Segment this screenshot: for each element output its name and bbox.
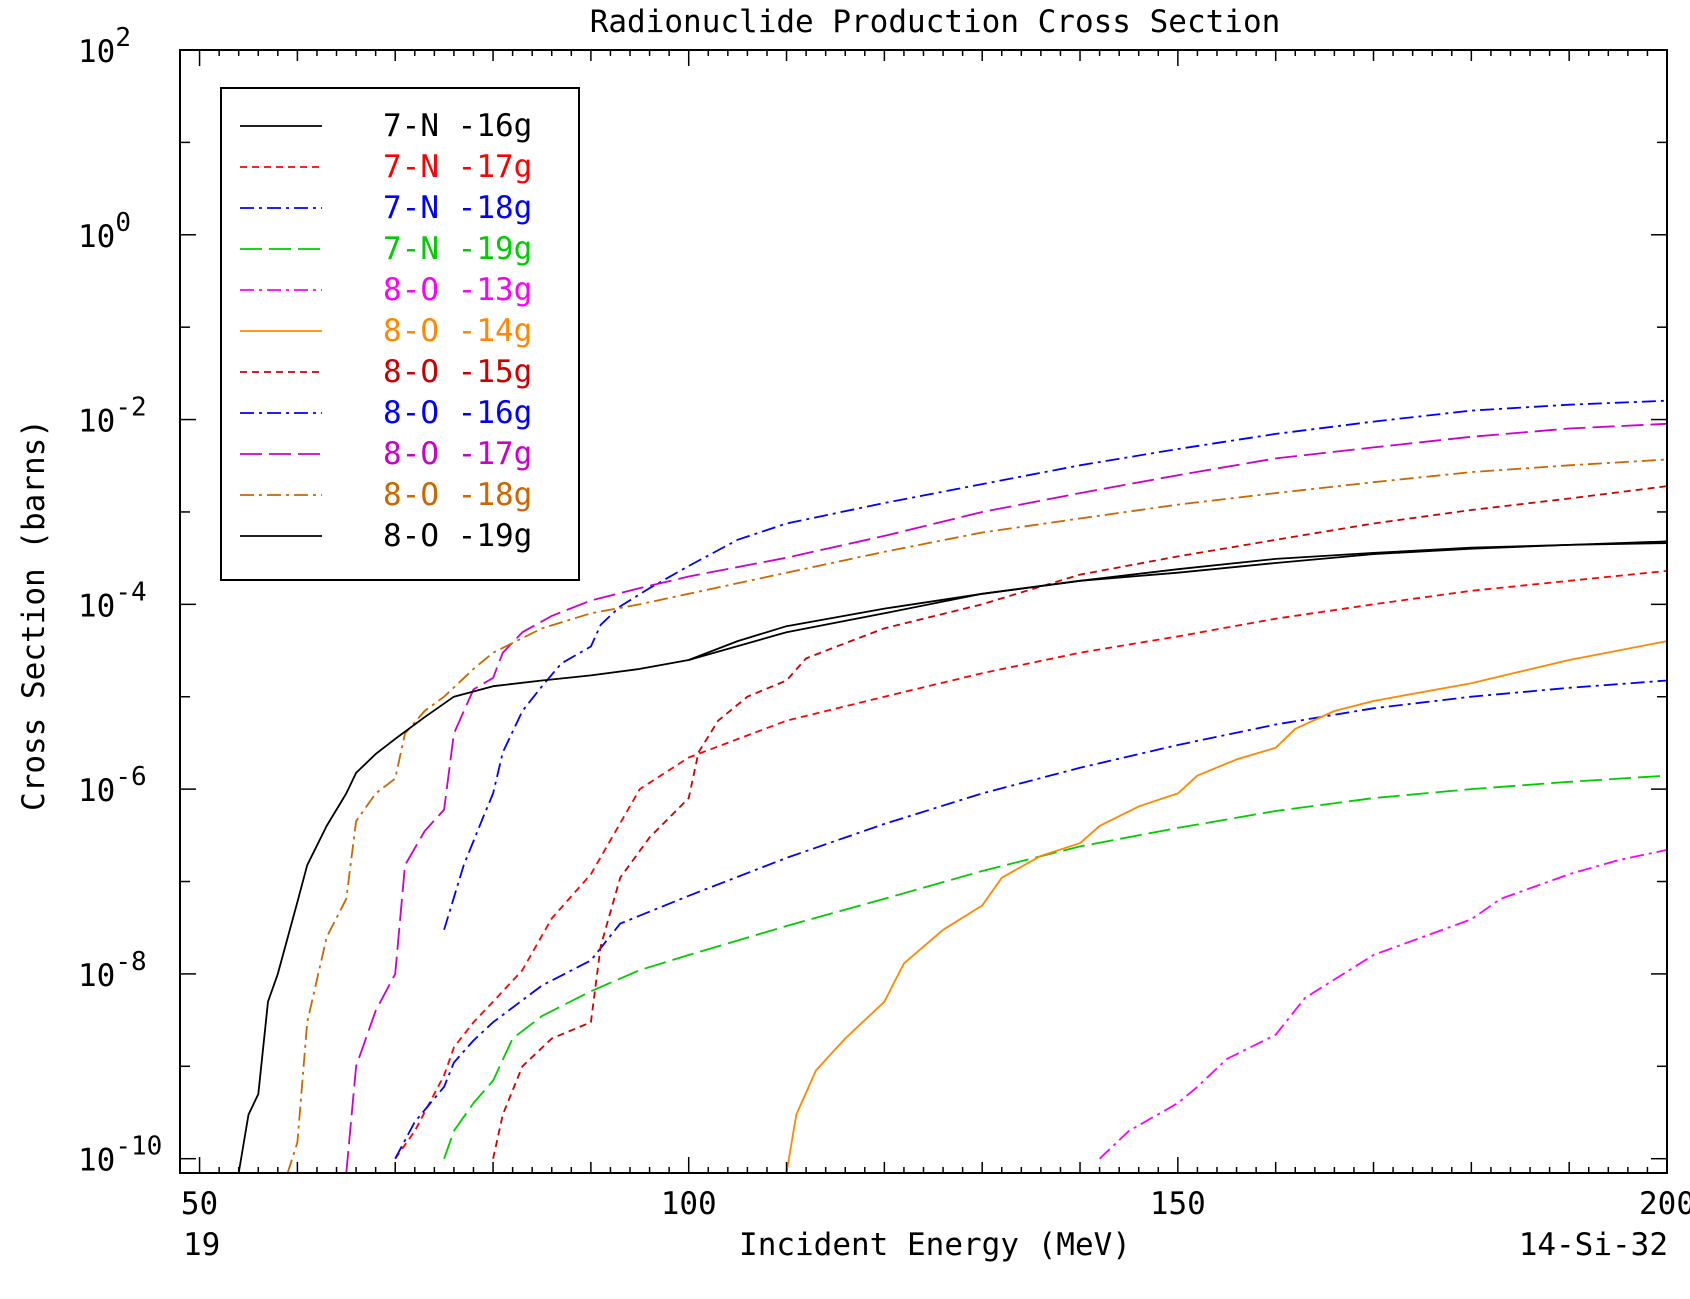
legend-box [220,87,580,581]
series-line-5 [785,640,1668,1174]
y-tick-label: 10-4 [78,577,147,624]
y-tick-label: 100 [78,208,131,255]
series-line-4 [1098,849,1668,1160]
legend-label: 7-N -19g [383,231,532,267]
legend-label: 8-O -14g [383,313,532,349]
legend-label: 8-O -17g [383,436,532,472]
legend-label: 7-N -18g [383,190,532,226]
legend-label: 7-N -17g [383,149,532,185]
footer-right-label: 14-Si-32 [1519,1227,1668,1263]
legend-label: 8-O -13g [383,272,532,308]
legend-label: 8-O -18g [383,477,532,513]
x-tick-label: 100 [661,1186,717,1222]
series-line-9 [286,458,1668,1174]
series-line-0 [688,542,1668,661]
y-axis-label: Cross Section (barns) [16,419,52,811]
axis-tick-labels: 50 100 150 200 10-10 10-8 10-6 10-4 10-2 100 102 [78,23,1690,1222]
y-tick-label: 10-2 [78,393,147,440]
series-line-3 [443,774,1668,1159]
x-tick-label: 150 [1150,1186,1206,1222]
x-tick-label: 50 [181,1186,218,1222]
legend: 7-N -16g 7-N -17g 7-N -18g 7-N -19g 8-O -13g… [220,87,580,581]
y-tick-label: 10-6 [78,762,147,809]
y-tick-label: 10-10 [78,1132,162,1179]
ticks-layer [179,49,1668,1173]
series-line-6 [492,485,1668,1159]
chart-title: Radionuclide Production Cross Section [590,4,1281,40]
series-layer [237,399,1668,1174]
series-line-1 [394,570,1668,1160]
y-tick-label: 102 [78,23,131,70]
series-line-10 [237,540,1668,1174]
legend-label: 8-O -19g [383,518,532,554]
x-axis-label: Incident Energy (MeV) [739,1227,1131,1263]
legend-label: 8-O -16g [383,395,532,431]
x-tick-label: 200 [1639,1186,1690,1222]
series-line-8 [345,422,1668,1174]
series-line-7 [443,399,1668,931]
legend-label: 8-O -15g [383,354,532,390]
series-line-2 [394,679,1668,1160]
footer-left-label: 19 [183,1227,220,1263]
y-tick-label: 10-8 [78,947,147,994]
legend-label: 7-N -16g [383,108,532,144]
